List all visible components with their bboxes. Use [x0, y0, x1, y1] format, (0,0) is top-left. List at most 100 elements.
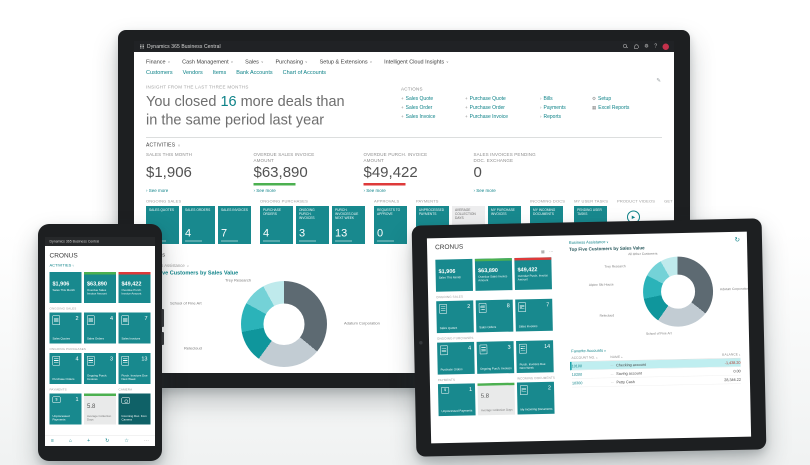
see-more-link[interactable]: See more	[364, 188, 474, 193]
nav-menu-finance[interactable]: Finance	[146, 59, 170, 65]
kpi-overdue-sales-invoice[interactable]: OVERDUE SALES INVOICE AMOUNT $63,890 See…	[253, 152, 364, 193]
tile-purch-invoices-due[interactable]: 14 Purch. Invoices Due Next Week	[516, 340, 554, 374]
user-avatar[interactable]	[662, 43, 669, 50]
kpi-tile-overdue-purch[interactable]: $49,422 Overdue Purch. Invoice Amount	[514, 257, 552, 291]
kpi-sales-this-month[interactable]: SALES THIS MONTH $1,906 See more	[146, 152, 254, 193]
tile-sales-orders[interactable]: 8 Sales Orders	[475, 299, 514, 333]
tile-purchase-orders[interactable]: 4 Purchase Orders	[49, 353, 82, 384]
help-icon[interactable]: ?	[654, 43, 657, 49]
settings-gear-icon[interactable]: ⚙	[644, 43, 649, 49]
tile-sales-orders[interactable]: 4 Sales Orders	[84, 312, 116, 344]
tile-ongoing-purch-invoices[interactable]: 3 Ongoing Purch. Invoices	[476, 341, 515, 374]
tile-unprocessed-payments[interactable]: $1 Unprocessed Payments	[437, 383, 476, 417]
company-title: CRONUS	[49, 251, 78, 260]
app-launcher-icon[interactable]	[140, 44, 141, 46]
link-chart-of-accounts[interactable]: Chart of Accounts	[282, 69, 327, 76]
cue-ongoing-purch-invoices[interactable]: ONGOING PURCH. INVOICES 3	[296, 206, 329, 245]
see-more-link[interactable]: See more	[146, 188, 254, 193]
chart-label-adatum: Adatum Corporation	[344, 321, 380, 326]
activities-section-label[interactable]: ACTIVITIES	[146, 143, 662, 149]
favorite-accounts-title[interactable]: Favorite Accounts	[571, 345, 740, 353]
kpi-tile-sales-this-month[interactable]: $1,906 Sales This Month	[49, 272, 82, 303]
refresh-icon[interactable]: ↻	[734, 235, 741, 244]
chart-title[interactable]: Top Five Customers by Sales Value	[569, 245, 645, 252]
action-payments[interactable]: › Payments	[540, 105, 566, 111]
kpi-tile-overdue-sales[interactable]: $63,890 Overdue Sales Invoice Amount	[84, 272, 116, 303]
kpi-tile-overdue-purch[interactable]: $49,422 Overdue Purch. Invoice Amount	[118, 272, 151, 303]
tile-sales-invoices[interactable]: 7 Sales Invoices	[118, 312, 151, 344]
donut-chart[interactable]	[642, 255, 714, 328]
column-header-account-no[interactable]: ACCOUNT NO.	[571, 356, 610, 360]
action-new-sales-quote[interactable]: + Sales Quote	[401, 96, 434, 102]
see-more-link[interactable]: See more	[474, 188, 589, 193]
tile-purch-invoices-due[interactable]: 13 Purch. Invoices Due Next Week	[118, 353, 151, 384]
tile-sales-quotes[interactable]: 2 Sales Quotes	[49, 312, 82, 344]
more-icon[interactable]: ⋯	[143, 437, 149, 444]
tile-unprocessed-payments[interactable]: $1 Unprocessed Payments	[49, 393, 82, 425]
payment-icon: $	[52, 396, 61, 403]
more-options-icon[interactable]: ⋯	[549, 249, 554, 254]
chart-label-adatum: Adatum Corporation	[719, 287, 750, 292]
action-new-purchase-quote[interactable]: + Purchase Quote	[465, 96, 506, 102]
action-bills[interactable]: › Bills	[540, 96, 553, 102]
action-new-purchase-invoice[interactable]: + Purchase Invoice	[465, 114, 508, 120]
action-new-purchase-order[interactable]: + Purchase Order	[465, 105, 505, 111]
column-header-name[interactable]: NAME	[610, 354, 705, 359]
chevron-icon: ›	[540, 114, 542, 119]
cue-purchase-orders[interactable]: PURCHASE ORDERS 4	[260, 206, 293, 245]
tile-purchase-orders[interactable]: 4 Purchase Orders	[437, 341, 475, 375]
donut-chart[interactable]	[241, 281, 327, 368]
tile-sales-quotes[interactable]: 2 Sales Quotes	[436, 300, 474, 334]
chart-title[interactable]: Top Five Customers by Sales Value	[146, 270, 239, 277]
menu-icon[interactable]: ≡	[51, 437, 54, 444]
nav-menu-setup-extensions[interactable]: Setup & Extensions	[320, 59, 373, 65]
tile-sales-invoices[interactable]: 7 Sales Invoices	[515, 298, 553, 332]
column-header-balance[interactable]: BALANCE	[705, 353, 740, 357]
new-icon[interactable]: +	[87, 437, 91, 444]
cue-purch-invoices-due[interactable]: PURCH. INVOICES DUE NEXT WEEK 13	[332, 206, 365, 245]
cue-sales-invoices[interactable]: SALES INVOICES 7	[218, 206, 251, 245]
business-assistance-label[interactable]: Business Assistance	[146, 263, 461, 268]
tile-ongoing-purch-invoices[interactable]: 3 Ongoing Purch. Invoices	[84, 353, 116, 384]
action-new-sales-invoice[interactable]: + Sales Invoice	[401, 114, 436, 120]
chart-label-alpine-ski-house: Alpine Ski House	[588, 282, 614, 287]
nav-menu-sales[interactable]: Sales	[245, 59, 263, 65]
favorite-accounts-table: ACCOUNT NO. NAME BALANCE 10100 Checking …	[570, 352, 742, 388]
favorites-icon[interactable]: ☆	[124, 437, 129, 444]
tile-average-collection-days[interactable]: 5.8 Average Collection Days	[477, 382, 516, 416]
kpi-value: 0	[473, 164, 482, 181]
kpi-overdue-purch-invoice[interactable]: OVERDUE PURCH. INVOICE AMOUNT $49,422 Se…	[363, 152, 474, 193]
group-heading: CAMERA	[118, 388, 133, 392]
see-more-link[interactable]: See more	[254, 188, 364, 193]
quick-links: Customers Vendors Items Bank Accounts Ch…	[146, 70, 662, 76]
grid-view-icon[interactable]: ▦	[540, 249, 545, 254]
action-new-sales-order[interactable]: + Sales Order	[401, 105, 433, 111]
personalize-pencil-icon[interactable]: ✎	[656, 77, 661, 84]
notifications-icon[interactable]	[634, 44, 639, 49]
group-heading: INCOMING DOCUMENTS	[516, 376, 556, 381]
kpi-trend-bar-red	[363, 183, 406, 186]
search-icon[interactable]	[623, 44, 628, 49]
kpi-sales-invoices-pending[interactable]: SALES INVOICES PENDING DOC. EXCHANGE 0 S…	[474, 152, 589, 193]
kpi-tile-sales-this-month[interactable]: $1,906 Sales This Month	[435, 258, 473, 292]
nav-menu-intelligent-cloud[interactable]: Intelligent Cloud Insights	[384, 59, 448, 65]
action-excel-reports[interactable]: ▦ Excel Reports	[592, 105, 630, 111]
link-vendors[interactable]: Vendors	[182, 69, 203, 76]
cue-sales-orders[interactable]: SALES ORDERS 4	[182, 206, 215, 245]
refresh-icon[interactable]: ↻	[105, 437, 110, 444]
home-icon[interactable]: ⌂	[69, 437, 73, 444]
document-icon	[87, 356, 95, 366]
nav-menu-cash-management[interactable]: Cash Management	[182, 59, 233, 65]
action-setup[interactable]: ⚙ Setup	[592, 96, 612, 102]
tile-average-collection-days[interactable]: 5.8 Average Collection Days	[84, 393, 116, 425]
link-customers[interactable]: Customers	[146, 69, 173, 76]
nav-menu-purchasing[interactable]: Purchasing	[276, 59, 308, 65]
tile-camera-incoming-doc[interactable]: Incoming Doc. from Camera	[118, 393, 151, 425]
cue-requests-to-approve[interactable]: REQUESTS TO APPROVE 0	[374, 206, 407, 245]
activities-section-link[interactable]: ACTIVITIES	[50, 263, 151, 268]
action-reports[interactable]: › Reports	[540, 114, 562, 120]
tile-my-incoming-documents[interactable]: 2 My Incoming Documents	[516, 381, 555, 415]
kpi-tile-overdue-sales[interactable]: $63,890 Overdue Sales Invoice Amount	[474, 258, 513, 291]
link-bank-accounts[interactable]: Bank Accounts	[236, 69, 273, 76]
link-items[interactable]: Items	[212, 69, 227, 76]
